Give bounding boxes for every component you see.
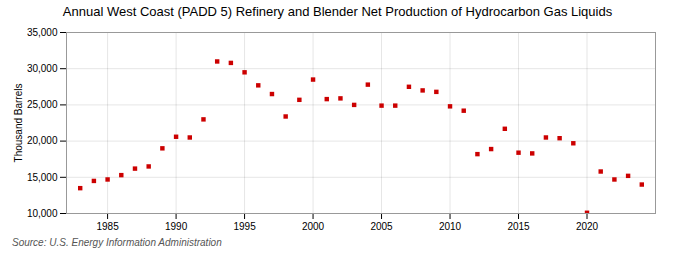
svg-text:1985: 1985 [96,220,119,231]
svg-text:2020: 2020 [576,220,599,231]
svg-text:2000: 2000 [302,220,325,231]
html-text:Annual West Coast (PADD 5) Ref: Annual West Coast (PADD 5) Refinery and … [62,4,613,19]
svg-text:30,000: 30,000 [27,62,58,73]
svg-text:25,000: 25,000 [27,99,58,110]
svg-text:20,000: 20,000 [27,135,58,146]
svg-text:2015: 2015 [507,220,530,231]
svg-text:35,000: 35,000 [27,26,58,37]
svg-text:Thousand Barrels: Thousand Barrels [13,83,24,162]
svg-text:15,000: 15,000 [27,171,58,182]
svg-text:1990: 1990 [165,220,188,231]
html-text:Source: U.S. Energy Informatio: Source: U.S. Energy Information Administ… [12,236,222,248]
svg-text:2005: 2005 [370,220,393,231]
svg-text:1995: 1995 [233,220,256,231]
svg-text:2010: 2010 [439,220,462,231]
svg-text:10,000: 10,000 [27,207,58,218]
